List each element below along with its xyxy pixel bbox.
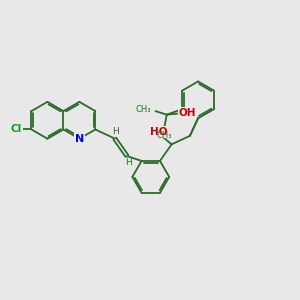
Text: N: N bbox=[75, 134, 84, 144]
Text: OH: OH bbox=[179, 108, 196, 118]
Text: HO: HO bbox=[150, 127, 168, 137]
Text: CH₃: CH₃ bbox=[136, 105, 151, 114]
Text: H: H bbox=[112, 128, 119, 136]
Text: H: H bbox=[125, 158, 132, 167]
Text: Cl: Cl bbox=[11, 124, 22, 134]
Text: CH₃: CH₃ bbox=[157, 131, 172, 140]
